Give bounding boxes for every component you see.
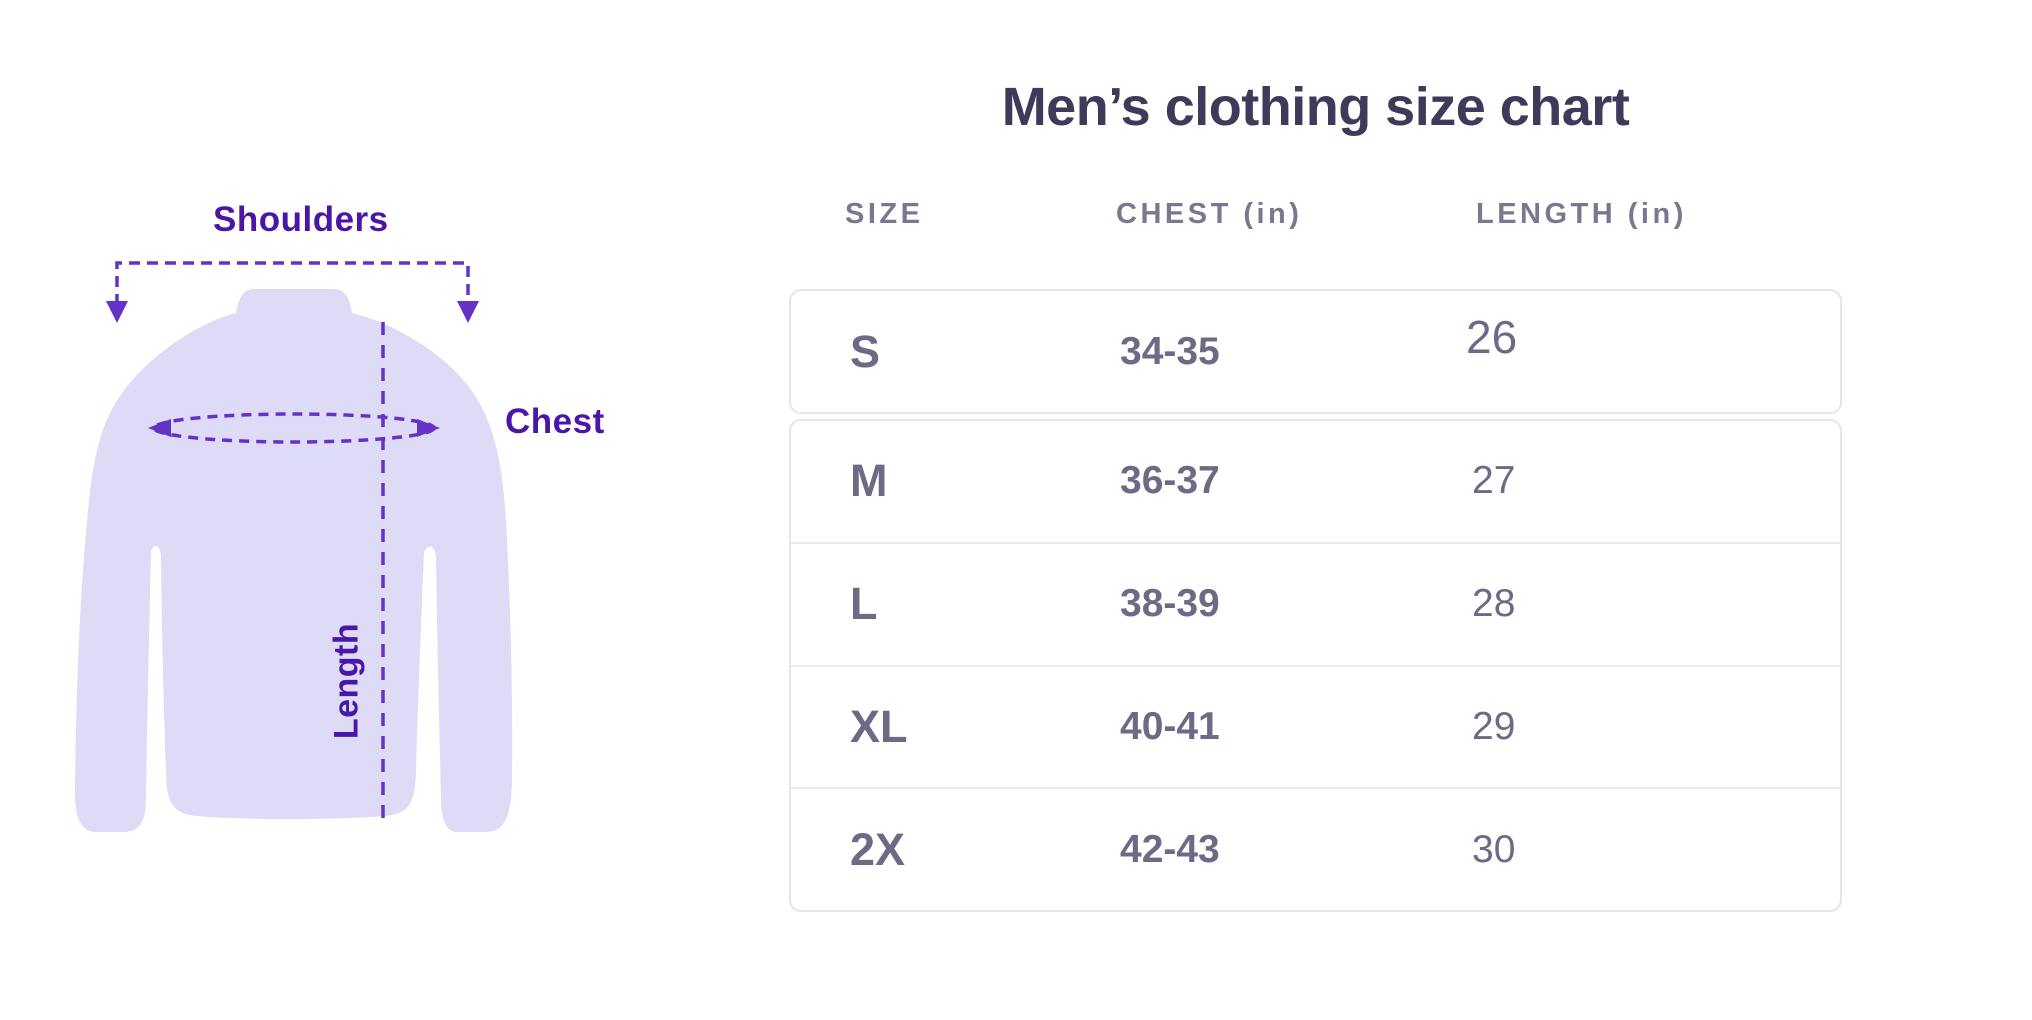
row-divider [791, 541, 1840, 544]
length-value: 27 [1472, 459, 1516, 503]
size-value: M [850, 455, 888, 507]
chest-label: Chest [505, 402, 605, 441]
chest-value: 34-35 [1120, 329, 1220, 373]
shoulders-arrowhead-right [457, 301, 479, 323]
shoulders-label: Shoulders [213, 200, 389, 239]
chest-arrowhead-right [417, 419, 440, 437]
length-value: 29 [1472, 704, 1516, 748]
column-header-length: LENGTH (in) [1476, 198, 1687, 230]
table-row: 2X 42-43 30 [791, 789, 1840, 910]
table-row: L 38-39 28 [791, 544, 1840, 665]
table-box-other-rows: M 36-37 27 L 38-39 28 XL 40-41 29 2X 42-… [789, 419, 1842, 912]
shoulders-arrowhead-left [106, 301, 128, 323]
chest-value: 40-41 [1120, 704, 1220, 748]
column-header-size: SIZE [845, 198, 924, 230]
row-divider [791, 787, 1840, 790]
table-box-first-row: S 34-35 26 [789, 289, 1842, 414]
size-value: S [850, 325, 881, 377]
size-value: L [850, 578, 878, 630]
chest-value: 36-37 [1120, 459, 1220, 503]
length-value: 26 [1466, 310, 1518, 363]
row-divider [791, 664, 1840, 667]
table-row: XL 40-41 29 [791, 667, 1840, 788]
size-value: 2X [850, 823, 906, 875]
shoulders-measure-bracket [115, 261, 470, 305]
shirt-diagram-canvas [74, 261, 513, 832]
length-value: 30 [1472, 827, 1516, 871]
size-value: XL [850, 700, 908, 752]
shirt-silhouette [74, 289, 513, 832]
chest-value: 38-39 [1120, 582, 1220, 626]
chart-title: Men’s clothing size chart [1001, 77, 1630, 137]
length-value: 28 [1472, 582, 1516, 626]
table-row: S 34-35 26 [791, 291, 1840, 412]
column-header-chest: CHEST (in) [1116, 198, 1303, 230]
chest-value: 42-43 [1120, 827, 1220, 871]
table-row: M 36-37 27 [791, 421, 1840, 542]
length-label: Length [327, 622, 366, 740]
shirt-measurement-diagram: Shoulders Chest Length [0, 0, 620, 900]
chest-arrowhead-left [148, 419, 171, 437]
